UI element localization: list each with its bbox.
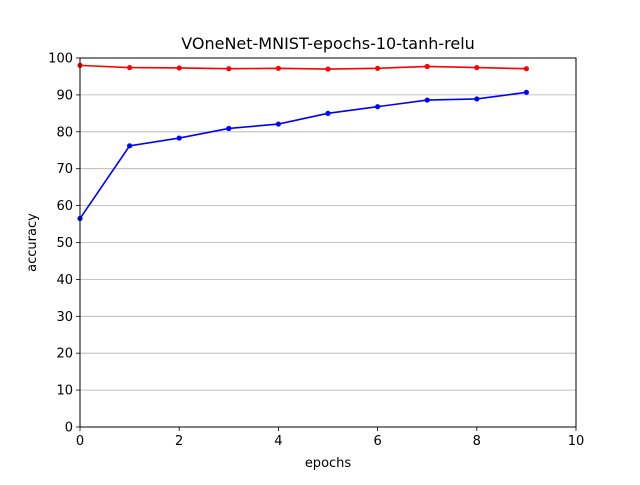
- y-tick-label: 80: [56, 125, 73, 140]
- x-tick-label: 4: [274, 434, 282, 449]
- y-tick-label: 100: [48, 52, 73, 67]
- series-1-point: [127, 64, 133, 71]
- series-1-point: [375, 65, 381, 71]
- y-axis-label: accuracy: [25, 213, 40, 272]
- series-2-point: [226, 125, 232, 132]
- series-1-point: [226, 66, 232, 72]
- series-1-point: [275, 65, 281, 71]
- y-tick-label: 90: [56, 88, 73, 103]
- x-tick-label: 0: [76, 434, 84, 449]
- x-axis-label: epochs: [305, 456, 352, 471]
- y-tick-label: 40: [56, 273, 73, 288]
- series-1-point: [523, 66, 530, 72]
- y-tick-label: 30: [56, 310, 73, 325]
- x-tick-label: 10: [568, 434, 585, 449]
- series-2-point: [127, 143, 133, 149]
- series-2-point: [275, 121, 281, 127]
- y-tick-label: 50: [56, 236, 73, 251]
- series-2-point: [375, 104, 381, 110]
- series-line-2: [79, 91, 527, 219]
- x-tick-label: 2: [175, 434, 183, 449]
- series-1-point: [176, 65, 182, 71]
- y-tick-label: 0: [65, 421, 73, 436]
- series-layer: [77, 62, 530, 222]
- series-2-point: [176, 135, 182, 141]
- series-2-point: [325, 110, 331, 116]
- series-line-1: [79, 64, 527, 70]
- y-tick-label: 70: [56, 162, 73, 177]
- grid: [80, 94, 576, 391]
- series-1-point: [474, 64, 480, 71]
- series-1-point: [325, 66, 331, 72]
- series-2-point: [523, 89, 530, 95]
- x-tick-label: 6: [373, 434, 381, 449]
- series-1-point: [424, 63, 430, 70]
- series-2-point: [424, 97, 430, 103]
- chart-title: VOneNet-MNIST-epochs-10-tanh-relu: [181, 34, 475, 53]
- y-tick-label: 10: [56, 384, 73, 399]
- x-tick-label: 8: [473, 434, 481, 449]
- series-2-point: [474, 96, 480, 102]
- y-tick-label: 60: [56, 199, 73, 214]
- y-tick-label: 20: [56, 347, 73, 362]
